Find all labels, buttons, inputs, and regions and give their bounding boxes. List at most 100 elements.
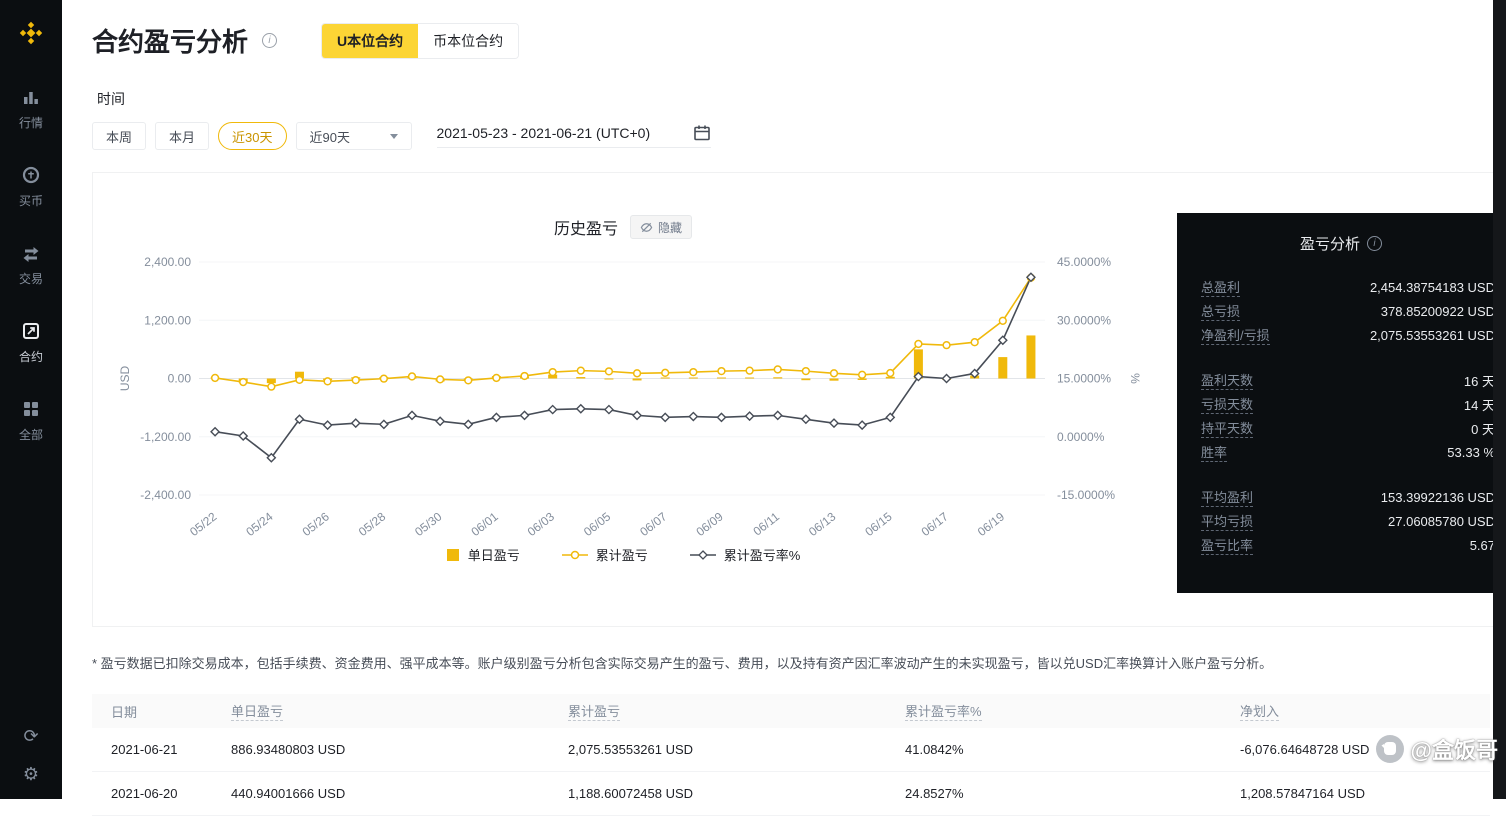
stat-group-totals: 总盈利 2,454.38754183 USD 总亏损 378.85200922 … bbox=[1177, 275, 1505, 347]
sidebar-item-buy[interactable]: 买币 bbox=[19, 165, 43, 209]
svg-text:06/13: 06/13 bbox=[806, 509, 839, 539]
col-header-net-transfer[interactable]: 净划入 bbox=[1240, 701, 1279, 721]
page-header: 合约盈亏分析 i U本位合约 币本位合约 bbox=[62, 0, 1506, 59]
panel-info-icon[interactable]: i bbox=[1367, 236, 1382, 251]
settings-gear-icon[interactable]: ⚙ bbox=[23, 764, 39, 785]
stat-label[interactable]: 净盈利/亏损 bbox=[1201, 325, 1270, 345]
hide-chart-button[interactable]: 隐藏 bbox=[630, 215, 692, 239]
refresh-icon[interactable]: ⟳ bbox=[23, 726, 38, 747]
svg-text:0.00: 0.00 bbox=[168, 372, 192, 386]
svg-text:06/01: 06/01 bbox=[468, 509, 501, 539]
stat-label[interactable]: 盈利天数 bbox=[1201, 370, 1253, 390]
watermark-text: @盒饭哥 bbox=[1411, 733, 1498, 765]
table-row: 2021-06-20 440.94001666 USD 1,188.600724… bbox=[92, 772, 1490, 816]
market-bars-icon bbox=[21, 87, 41, 107]
legend-daily-pnl[interactable]: 单日盈亏 bbox=[446, 545, 520, 564]
time-filter-label: 时间 bbox=[97, 89, 1506, 109]
table-row: 2021-06-21 886.93480803 USD 2,075.535532… bbox=[92, 728, 1490, 772]
eye-off-icon bbox=[640, 221, 653, 234]
contract-icon bbox=[21, 321, 41, 341]
stat-group-days: 盈利天数 16 天 亏损天数 14 天 持平天数 0 天 胜率 53.33 % bbox=[1177, 368, 1505, 464]
col-header-daily-pnl[interactable]: 单日盈亏 bbox=[231, 701, 283, 721]
stat-label[interactable]: 平均盈利 bbox=[1201, 487, 1253, 507]
sidebar-item-label: 行情 bbox=[19, 114, 43, 131]
stat-label[interactable]: 平均亏损 bbox=[1201, 511, 1253, 531]
panel-title-row: 盈亏分析 i bbox=[1177, 233, 1505, 254]
col-header-date: 日期 bbox=[111, 702, 231, 721]
pnl-analysis-panel: 盈亏分析 i 总盈利 2,454.38754183 USD 总亏损 378.85… bbox=[1177, 213, 1505, 593]
pnl-table: 日期 单日盈亏 累计盈亏 累计盈亏率% 净划入 2021-06-21 886.9… bbox=[92, 694, 1490, 816]
page-title: 合约盈亏分析 bbox=[92, 22, 248, 59]
svg-text:USD: USD bbox=[118, 366, 132, 392]
calendar-icon[interactable] bbox=[693, 124, 711, 142]
filter-this-week-button[interactable]: 本周 bbox=[92, 122, 146, 150]
col-header-cumulative-pnl[interactable]: 累计盈亏 bbox=[568, 701, 620, 721]
cell-cumulative-pnl: 2,075.53553261 USD bbox=[568, 742, 905, 757]
stat-value: 153.39922136 USD bbox=[1381, 490, 1495, 505]
stat-value: 378.85200922 USD bbox=[1381, 304, 1495, 319]
stat-value: 16 天 bbox=[1464, 371, 1495, 390]
legend-cumulative-pnl-rate[interactable]: 累计盈亏率% bbox=[690, 545, 801, 564]
svg-text:2,400.00: 2,400.00 bbox=[144, 255, 191, 269]
pnl-chart-svg: 2,400.00 1,200.00 0.00 -1,200.00 -2,400.00 45… bbox=[113, 235, 1193, 580]
svg-text:45.0000%: 45.0000% bbox=[1057, 255, 1111, 269]
swap-arrows-icon bbox=[21, 243, 41, 263]
stat-value: 14 天 bbox=[1464, 395, 1495, 414]
svg-text:1,200.00: 1,200.00 bbox=[144, 313, 191, 327]
dropdown-selected-value: 近90天 bbox=[310, 127, 350, 146]
main-content: 合约盈亏分析 i U本位合约 币本位合约 时间 本周 本月 近30天 近90天 … bbox=[62, 0, 1506, 799]
contract-type-tabs: U本位合约 币本位合约 bbox=[321, 23, 519, 59]
chart-legend: 单日盈亏 累计盈亏 累计盈亏率% bbox=[113, 545, 1133, 564]
svg-text:06/11: 06/11 bbox=[750, 509, 782, 538]
svg-text:06/05: 06/05 bbox=[581, 509, 614, 539]
binance-logo-icon[interactable] bbox=[16, 18, 46, 53]
stat-label[interactable]: 盈亏比率 bbox=[1201, 535, 1253, 555]
sidebar-item-label: 全部 bbox=[19, 426, 43, 443]
pnl-footnote: * 盈亏数据已扣除交易成本，包括手续费、资金费用、强平成本等。账户级别盈亏分析包… bbox=[92, 653, 1492, 672]
stat-value: 27.06085780 USD bbox=[1388, 514, 1495, 529]
stat-label[interactable]: 总亏损 bbox=[1201, 301, 1240, 321]
stat-label[interactable]: 胜率 bbox=[1201, 442, 1227, 462]
col-header-cumulative-pnl-rate[interactable]: 累计盈亏率% bbox=[905, 701, 982, 721]
hide-chart-label: 隐藏 bbox=[658, 219, 682, 236]
stat-label[interactable]: 总盈利 bbox=[1201, 277, 1240, 297]
date-range-picker[interactable]: 2021-05-23 - 2021-06-21 (UTC+0) bbox=[437, 124, 711, 148]
sidebar-item-label: 交易 bbox=[19, 270, 43, 287]
svg-text:-2,400.00: -2,400.00 bbox=[140, 488, 191, 502]
cell-date: 2021-06-21 bbox=[111, 742, 231, 757]
svg-text:06/15: 06/15 bbox=[862, 509, 895, 539]
svg-text:06/07: 06/07 bbox=[637, 509, 670, 539]
svg-text:15.0000%: 15.0000% bbox=[1057, 372, 1111, 386]
filter-last-30-days-button[interactable]: 近30天 bbox=[218, 122, 286, 150]
sidebar-item-label: 买币 bbox=[19, 192, 43, 209]
sidebar-item-trade[interactable]: 交易 bbox=[19, 243, 43, 287]
sidebar: 行情 买币 交易 合约 全部 ⟳ ⚙ bbox=[0, 0, 62, 799]
grid-icon bbox=[21, 399, 41, 419]
sidebar-item-futures[interactable]: 合约 bbox=[19, 321, 43, 365]
stat-label[interactable]: 亏损天数 bbox=[1201, 394, 1253, 414]
sidebar-footer: ⟳ ⚙ bbox=[23, 726, 39, 785]
filter-last-90-days-dropdown[interactable]: 近90天 bbox=[296, 122, 412, 150]
tab-usd-m-futures[interactable]: U本位合约 bbox=[322, 24, 418, 58]
sidebar-item-all[interactable]: 全部 bbox=[19, 399, 43, 443]
scrollbar[interactable] bbox=[1493, 0, 1506, 799]
cell-cumulative-pnl-rate: 41.0842% bbox=[905, 742, 1240, 757]
legend-cumulative-pnl[interactable]: 累计盈亏 bbox=[562, 545, 648, 564]
stat-row: 盈利天数 16 天 bbox=[1177, 368, 1505, 392]
tab-coin-m-futures[interactable]: 币本位合约 bbox=[418, 24, 518, 58]
legend-label: 单日盈亏 bbox=[468, 545, 520, 564]
stat-row: 平均盈利 153.39922136 USD bbox=[1177, 485, 1505, 509]
svg-text:%: % bbox=[1128, 373, 1142, 384]
stat-value: 0 天 bbox=[1471, 419, 1495, 438]
table-header-row: 日期 单日盈亏 累计盈亏 累计盈亏率% 净划入 bbox=[92, 694, 1490, 728]
panel-title: 盈亏分析 bbox=[1300, 233, 1360, 254]
stat-row: 平均亏损 27.06085780 USD bbox=[1177, 509, 1505, 533]
legend-label: 累计盈亏率% bbox=[724, 545, 801, 564]
title-info-icon[interactable]: i bbox=[262, 33, 277, 48]
filter-this-month-button[interactable]: 本月 bbox=[155, 122, 209, 150]
chevron-down-icon bbox=[390, 134, 398, 139]
svg-text:-1,200.00: -1,200.00 bbox=[140, 430, 191, 444]
sidebar-item-market[interactable]: 行情 bbox=[19, 87, 43, 131]
stat-label[interactable]: 持平天数 bbox=[1201, 418, 1253, 438]
svg-text:0.0000%: 0.0000% bbox=[1057, 430, 1105, 444]
